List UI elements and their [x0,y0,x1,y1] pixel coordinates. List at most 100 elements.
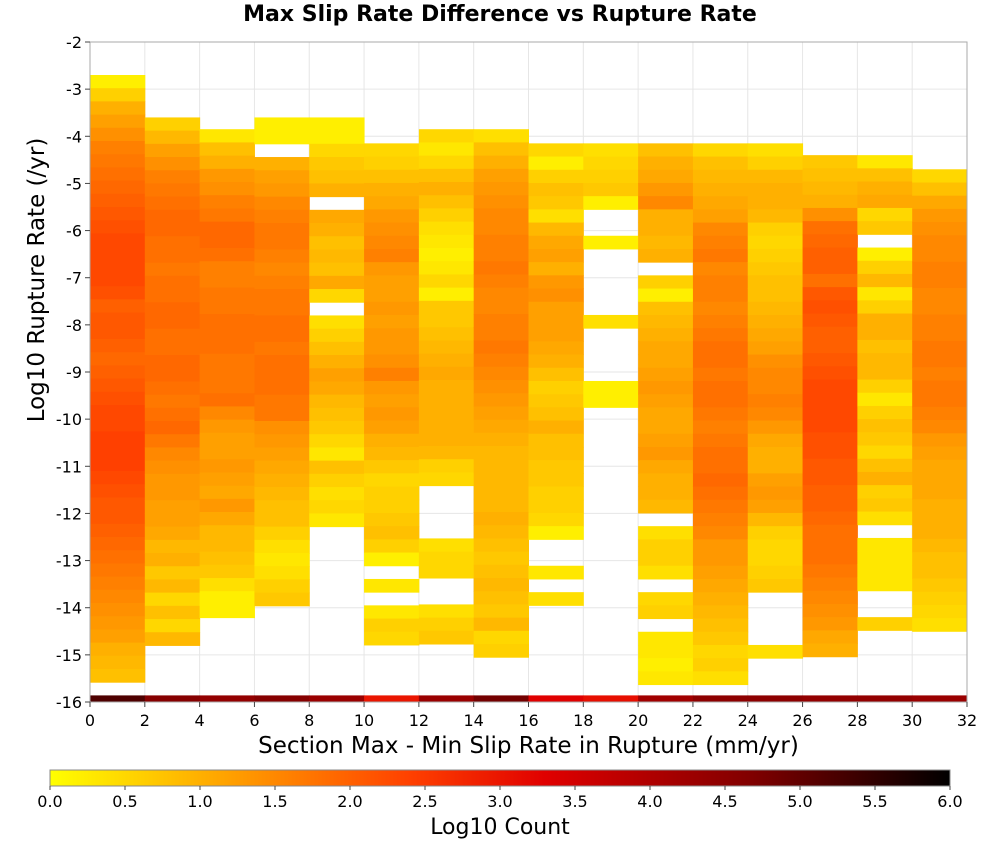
heatmap-cell [528,156,584,171]
heatmap-cell [857,498,913,513]
heatmap-cell [638,143,694,158]
heatmap-cell [857,445,913,460]
heatmap-cell [638,394,694,408]
y-tick-label: -8 [66,316,82,335]
heatmap-cell [802,511,858,526]
heatmap-cell [90,669,146,683]
heatmap-cell [638,631,694,646]
x-axis-label: Section Max - Min Slip Rate in Rupture (… [258,733,799,759]
heatmap-cell [638,380,694,395]
heatmap-cell [528,420,584,435]
heatmap-cell [309,394,365,409]
heatmap-cell [90,576,146,591]
x-tick-label: 0 [85,711,95,730]
heatmap-cell [583,182,639,197]
heatmap-cell [199,168,255,183]
heatmap-cell [638,644,694,659]
heatmap-cell [90,286,146,300]
heatmap-cell [90,101,146,116]
y-tick-label: -6 [66,222,82,241]
heatmap-cell [747,407,804,422]
heatmap-cell [802,366,858,381]
heatmap-cell [144,473,201,488]
heatmap-cell [857,194,913,209]
heatmap-cell-bottom [747,695,804,702]
heatmap-cell [857,221,913,235]
heatmap-cell [90,141,146,155]
heatmap-cell [747,328,804,342]
heatmap-cell [199,459,255,473]
heatmap-cell [747,486,804,501]
heatmap-cell [528,486,584,501]
heatmap-cell [583,156,639,171]
heatmap-cell [912,472,968,487]
heatmap-cell [692,618,749,633]
heatmap-cell [912,393,968,408]
heatmap-cell [254,183,310,198]
heatmap-cell [254,157,310,171]
heatmap-cell [583,235,639,250]
y-tick-label: -11 [56,457,82,476]
heatmap-cell [912,288,968,302]
heatmap-cell [912,565,968,579]
heatmap-cell [309,500,365,514]
heatmap-cell [802,498,858,513]
heatmap-cell [747,169,804,184]
heatmap-cell [857,577,913,592]
heatmap-cell [802,445,858,460]
heatmap-cell [912,618,968,632]
heatmap-cell-bottom [90,695,146,702]
heatmap-cell [747,143,804,158]
heatmap-cell [747,644,804,659]
x-tick-label: 12 [409,711,429,730]
heatmap-cell [418,287,475,302]
heatmap-cell [144,302,201,316]
heatmap-cell [90,616,146,630]
heatmap-cell [528,248,584,263]
heatmap-cell [692,539,749,554]
heatmap-cell [309,249,365,264]
heatmap-cell [802,194,858,209]
heatmap-cell [199,472,255,487]
heatmap-cell [528,354,584,369]
heatmap-cell [473,525,529,539]
heatmap-cell [857,432,913,447]
heatmap-cell [857,564,913,579]
heatmap-cell [309,407,365,422]
heatmap-cell [309,262,365,277]
heatmap-cell [254,315,310,330]
x-tick-label: 24 [738,711,758,730]
heatmap-cell [254,275,310,290]
heatmap-cell [528,512,584,527]
colorbar [49,769,951,787]
y-tick-label: -15 [56,646,82,665]
heatmap-cell [638,314,694,329]
heatmap-cell [90,180,146,195]
heatmap-cell [692,209,749,224]
heatmap-cell [473,459,529,473]
y-tick-label: -2 [66,33,82,52]
heatmap-cell [528,526,584,540]
heatmap-cell [254,421,310,435]
heatmap-cell [199,234,255,249]
heatmap-cell-bottom [364,695,420,702]
heatmap-cell [199,432,255,447]
heatmap-cell [473,248,529,262]
heatmap-cell [90,563,146,578]
heatmap-cell [528,235,584,250]
heatmap-cell [90,523,146,538]
heatmap-cell [418,221,475,236]
heatmap-cell [473,472,529,487]
heatmap-cell [418,551,475,566]
heatmap-cell-bottom [638,695,694,702]
heatmap-cell [254,592,310,607]
heatmap-cell [528,460,584,474]
heatmap-cell [309,170,365,184]
heatmap-cell [912,208,968,223]
heatmap-cell [473,393,529,407]
heatmap-cell [747,182,804,197]
heatmap-cell [254,394,310,409]
heatmap-cell [90,75,146,89]
heatmap-cell [418,168,475,183]
heatmap-cell [802,247,858,262]
